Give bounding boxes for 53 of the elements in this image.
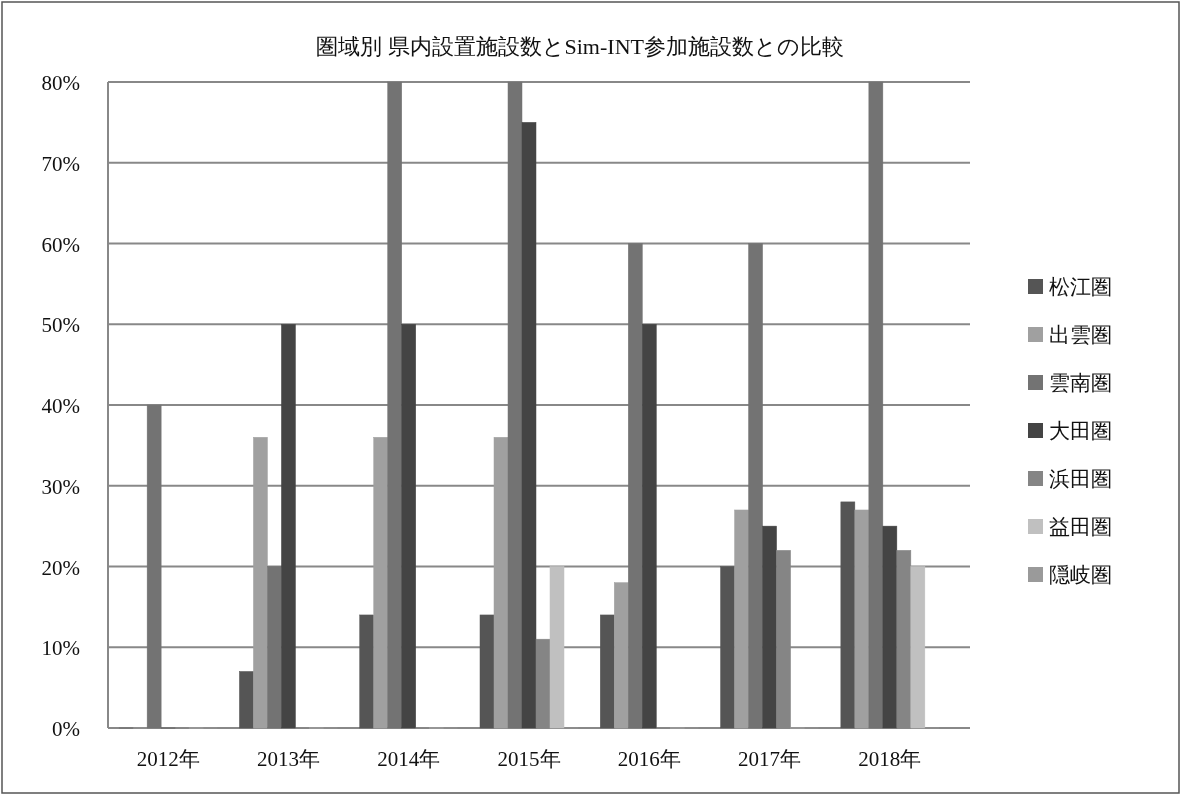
- y-tick-label: 60%: [41, 232, 80, 257]
- y-tick-label: 10%: [41, 636, 80, 661]
- legend-label: 大田圏: [1049, 419, 1112, 443]
- bar: [910, 566, 926, 729]
- legend-label: 雲南圏: [1049, 371, 1112, 395]
- y-tick-label: 30%: [41, 474, 80, 499]
- bar: [614, 582, 629, 729]
- bar: [840, 501, 856, 729]
- bar: [896, 550, 912, 729]
- x-tick-label: 2015年: [497, 747, 561, 771]
- bar: [720, 566, 735, 729]
- bar: [549, 566, 565, 729]
- legend-label: 隠岐圏: [1049, 563, 1112, 587]
- bar: [535, 638, 551, 729]
- legend-label: 出雲圏: [1049, 323, 1112, 347]
- bar: [387, 81, 402, 729]
- bar: [281, 324, 296, 729]
- bar: [479, 614, 495, 729]
- bar: [748, 243, 763, 729]
- bar: [507, 81, 523, 729]
- bar: [373, 437, 388, 729]
- bar: [359, 614, 374, 729]
- bar: [521, 122, 537, 729]
- x-tick-label: 2018年: [858, 747, 922, 771]
- bar: [642, 324, 657, 729]
- x-tick-label: 2012年: [136, 747, 200, 771]
- y-tick-label: 70%: [41, 151, 80, 176]
- bar: [401, 324, 416, 729]
- bar: [267, 566, 282, 729]
- bar: [146, 404, 162, 729]
- bar: [868, 81, 884, 729]
- bar: [239, 671, 254, 729]
- bar: [600, 614, 615, 729]
- bar: [253, 437, 268, 729]
- bar: [493, 437, 509, 729]
- x-tick-label: 2017年: [738, 747, 802, 771]
- bar: [854, 509, 870, 729]
- x-tick-label: 2016年: [617, 747, 681, 771]
- x-tick-label: 2013年: [256, 747, 320, 771]
- x-tick-label: 2014年: [377, 747, 441, 771]
- y-tick-label: 0%: [52, 717, 80, 741]
- chart-title: 圏域別 県内設置施設数とSim-INT参加施設数との比較: [316, 34, 844, 59]
- y-tick-label: 20%: [41, 555, 80, 580]
- bar: [882, 525, 898, 729]
- bar: [762, 525, 777, 729]
- y-tick-label: 80%: [41, 71, 80, 95]
- legend-label: 益田圏: [1049, 515, 1112, 539]
- y-tick-label: 40%: [41, 394, 80, 418]
- y-tick-label: 50%: [41, 313, 80, 338]
- bar: [734, 509, 749, 729]
- legend-label: 浜田圏: [1049, 467, 1112, 491]
- legend-label: 松江圏: [1049, 275, 1112, 299]
- bar: [628, 243, 643, 729]
